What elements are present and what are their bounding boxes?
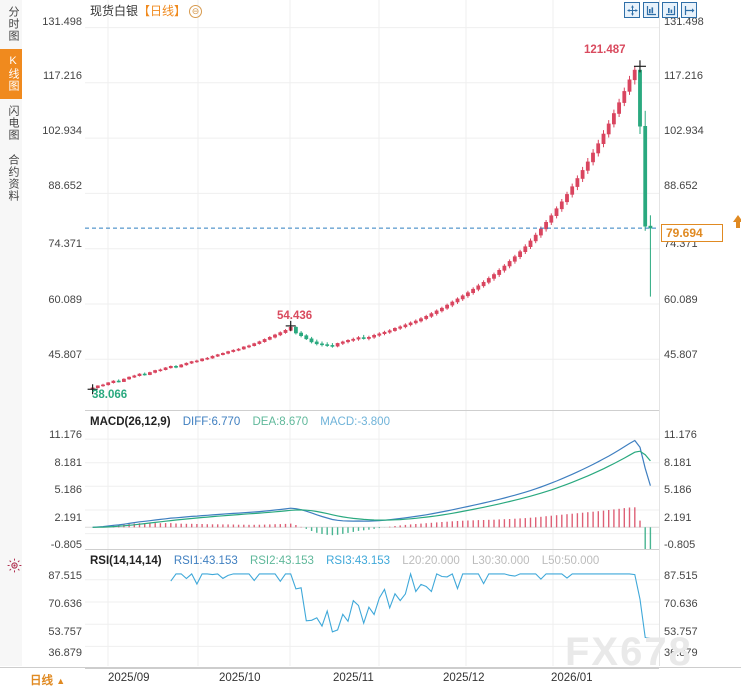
sidebar-tab-timeline[interactable]: 分时图 — [0, 0, 22, 49]
right-rsi-tick: 70.636 — [664, 598, 698, 610]
macd-dea-label: DEA:8.670 — [252, 416, 309, 428]
left-axis-tick: 102.934 — [42, 125, 82, 137]
date-tick: 2026/01 — [551, 672, 593, 684]
rsi2-label: RSI2:43.153 — [249, 555, 314, 567]
macd-svg — [85, 411, 659, 549]
sidebar-tab-contract-info-label: 合约资料 — [7, 154, 19, 202]
chart-title: 现货白银【日线】 ⊖ — [90, 2, 203, 19]
rsi-plot[interactable] — [85, 550, 659, 666]
right-macd-tick: 5.186 — [664, 484, 692, 496]
rsi-l30-label: L30:30.000 — [472, 555, 530, 567]
left-macd-tick: 8.181 — [54, 457, 82, 469]
macd-chart-panel[interactable] — [85, 411, 659, 550]
right-rsi-tick: 36.879 — [664, 647, 698, 659]
right-axis-tick: 102.934 — [664, 125, 704, 137]
macd-name-label: MACD(26,12,9) — [90, 416, 171, 428]
macd-diff-label: DIFF:6.770 — [182, 416, 241, 428]
rsi3-label: RSI3:43.153 — [326, 555, 391, 567]
left-macd-tick: 5.186 — [54, 484, 82, 496]
left-axis-tick: 74.371 — [48, 238, 82, 250]
right-axis-tick: 60.089 — [664, 294, 698, 306]
period-selector-label: 日线 — [30, 675, 53, 687]
triangle-up-icon: ▲ — [56, 676, 66, 686]
macd-value-label: MACD:-3.800 — [320, 416, 390, 428]
left-macd-tick: 11.176 — [49, 429, 82, 441]
price-chart-panel[interactable] — [85, 0, 659, 411]
crosshair-icon[interactable] — [624, 2, 640, 18]
right-rsi-tick: 87.515 — [664, 570, 698, 582]
left-macd-tick: -0.805 — [50, 539, 82, 551]
left-rsi-tick: 70.636 — [48, 598, 82, 610]
left-axis-tick: 45.807 — [48, 349, 82, 361]
right-axis-tick: 131.498 — [664, 16, 704, 28]
left-axis-tick: 88.652 — [48, 180, 82, 192]
left-axis-tick: 60.089 — [48, 294, 82, 306]
rsi-l20-label: L20:20.000 — [402, 555, 460, 567]
left-rsi-tick: 53.757 — [48, 626, 82, 638]
right-axis-tick: 45.807 — [664, 349, 698, 361]
sidebar-tab-contract-info[interactable]: 合约资料 — [0, 148, 22, 209]
sidebar-tab-candlestick[interactable]: K线图 — [0, 49, 22, 99]
macd-header: MACD(26,12,9) DIFF:6.770 DEA:8.670 MACD:… — [90, 416, 399, 428]
rsi-svg — [85, 550, 659, 666]
macd-plot[interactable] — [85, 411, 659, 549]
right-macd-tick: 11.176 — [664, 429, 697, 441]
sidebar-tab-timeline-label: 分时图 — [7, 6, 19, 42]
date-tick: 2025/11 — [333, 672, 374, 684]
right-macd-tick: -0.805 — [664, 539, 696, 551]
sun-icon[interactable] — [7, 558, 22, 573]
chart-period-label: 【日线】 — [138, 4, 187, 18]
sidebar-tab-lightning-label: 闪电图 — [7, 105, 19, 141]
left-price-axis: 131.498 117.216 102.934 88.652 74.371 60… — [22, 0, 86, 666]
chart-right-icon[interactable] — [662, 2, 678, 18]
right-macd-tick: 8.181 — [664, 457, 692, 469]
rsi-l50-label: L50:50.000 — [541, 555, 600, 567]
right-macd-tick: 2.191 — [664, 512, 692, 524]
chart-toolbar — [624, 2, 697, 18]
low-annotation: 38.066 — [92, 389, 128, 401]
rsi-chart-panel[interactable] — [85, 550, 659, 666]
left-axis-tick: 117.216 — [43, 70, 82, 82]
last-price-arrow-stem-icon — [736, 222, 740, 228]
date-tick: 2025/12 — [443, 672, 485, 684]
chart-left-icon[interactable] — [643, 2, 659, 18]
export-icon[interactable] — [681, 2, 697, 18]
last-price-arrow-icon — [733, 215, 741, 222]
price-plot[interactable] — [85, 0, 659, 410]
sidebar-tab-lightning[interactable]: 闪电图 — [0, 99, 22, 148]
collapse-icon[interactable]: ⊖ — [189, 5, 203, 18]
rsi1-label: RSI1:43.153 — [173, 555, 238, 567]
right-axis-tick: 88.652 — [664, 180, 698, 192]
date-tick: 2025/10 — [219, 672, 261, 684]
left-rsi-tick: 87.515 — [48, 570, 82, 582]
left-macd-tick: 2.191 — [54, 512, 82, 524]
bottom-axis-bar: 日线 ▲ 2025/09 2025/10 2025/11 2025/12 202… — [0, 667, 741, 691]
date-tick: 2025/09 — [108, 672, 150, 684]
rsi-name-label: RSI(14,14,14) — [90, 555, 162, 567]
high-annotation: 121.487 — [584, 44, 626, 56]
period-selector[interactable]: 日线 ▲ — [30, 672, 65, 688]
sidebar-tab-candlestick-label: K线图 — [7, 55, 19, 92]
candlestick-svg — [85, 0, 659, 410]
right-rsi-tick: 53.757 — [664, 626, 698, 638]
mid-annotation: 54.436 — [277, 310, 313, 322]
chart-symbol-label: 现货白银 — [90, 4, 139, 18]
last-price-badge[interactable]: 79.694 — [661, 224, 723, 242]
rsi-header: RSI(14,14,14) RSI1:43.153 RSI2:43.153 RS… — [90, 555, 608, 567]
left-axis-tick: 131.498 — [42, 16, 82, 28]
right-axis-tick: 117.216 — [664, 70, 703, 82]
bottom-divider — [85, 668, 659, 669]
right-price-axis: 131.498 117.216 102.934 88.652 74.371 60… — [659, 0, 741, 666]
left-rsi-tick: 36.879 — [48, 647, 82, 659]
